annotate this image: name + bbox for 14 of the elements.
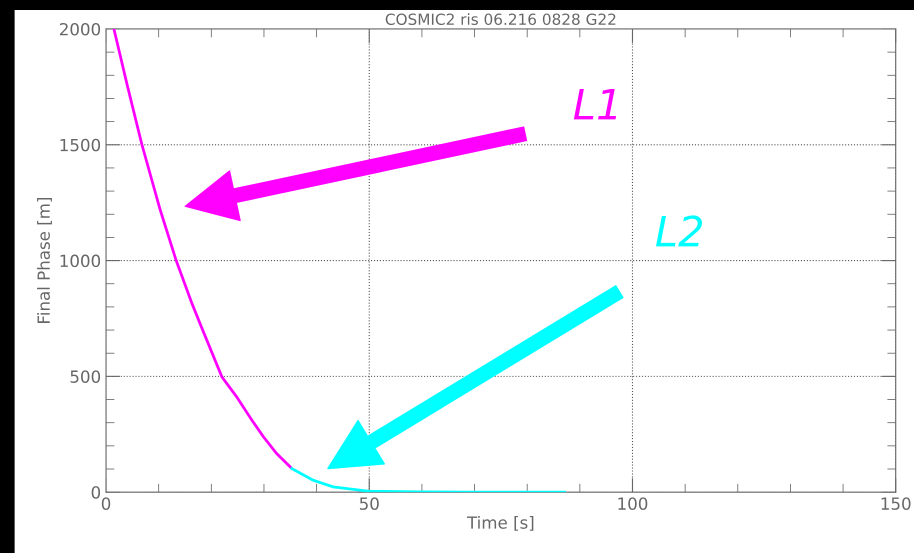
y-tick-label: 1500	[60, 138, 100, 152]
y-axis-title: Final Phase [m]	[37, 198, 52, 323]
annotation: L1	[574, 89, 616, 120]
chart-title: COSMIC2 ris 06.216 0828 G22	[386, 13, 616, 26]
y-tick-label: 500	[70, 370, 100, 383]
x-tick-label: 50	[360, 497, 379, 510]
annotation: L2	[656, 215, 702, 246]
x-tick-label: 100	[618, 497, 648, 510]
y-tick-label: 2000	[60, 22, 100, 36]
y-tick-label: 0	[92, 486, 100, 499]
x-tick-label: 0	[102, 497, 110, 510]
x-axis-title: Time [s]	[466, 516, 534, 531]
x-tick-label: 150	[882, 497, 911, 510]
y-tick-label: 1000	[60, 254, 100, 268]
